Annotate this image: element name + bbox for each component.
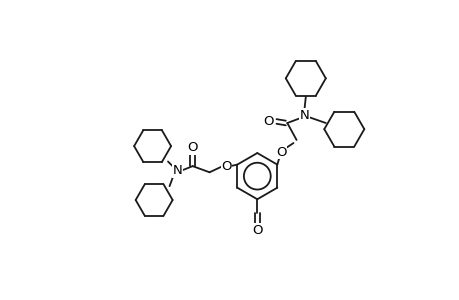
Text: O: O	[252, 224, 262, 236]
Text: O: O	[187, 141, 197, 154]
Text: N: N	[299, 109, 308, 122]
Text: O: O	[275, 146, 286, 159]
Text: O: O	[263, 115, 274, 128]
Text: N: N	[172, 164, 182, 177]
Text: O: O	[221, 160, 231, 172]
